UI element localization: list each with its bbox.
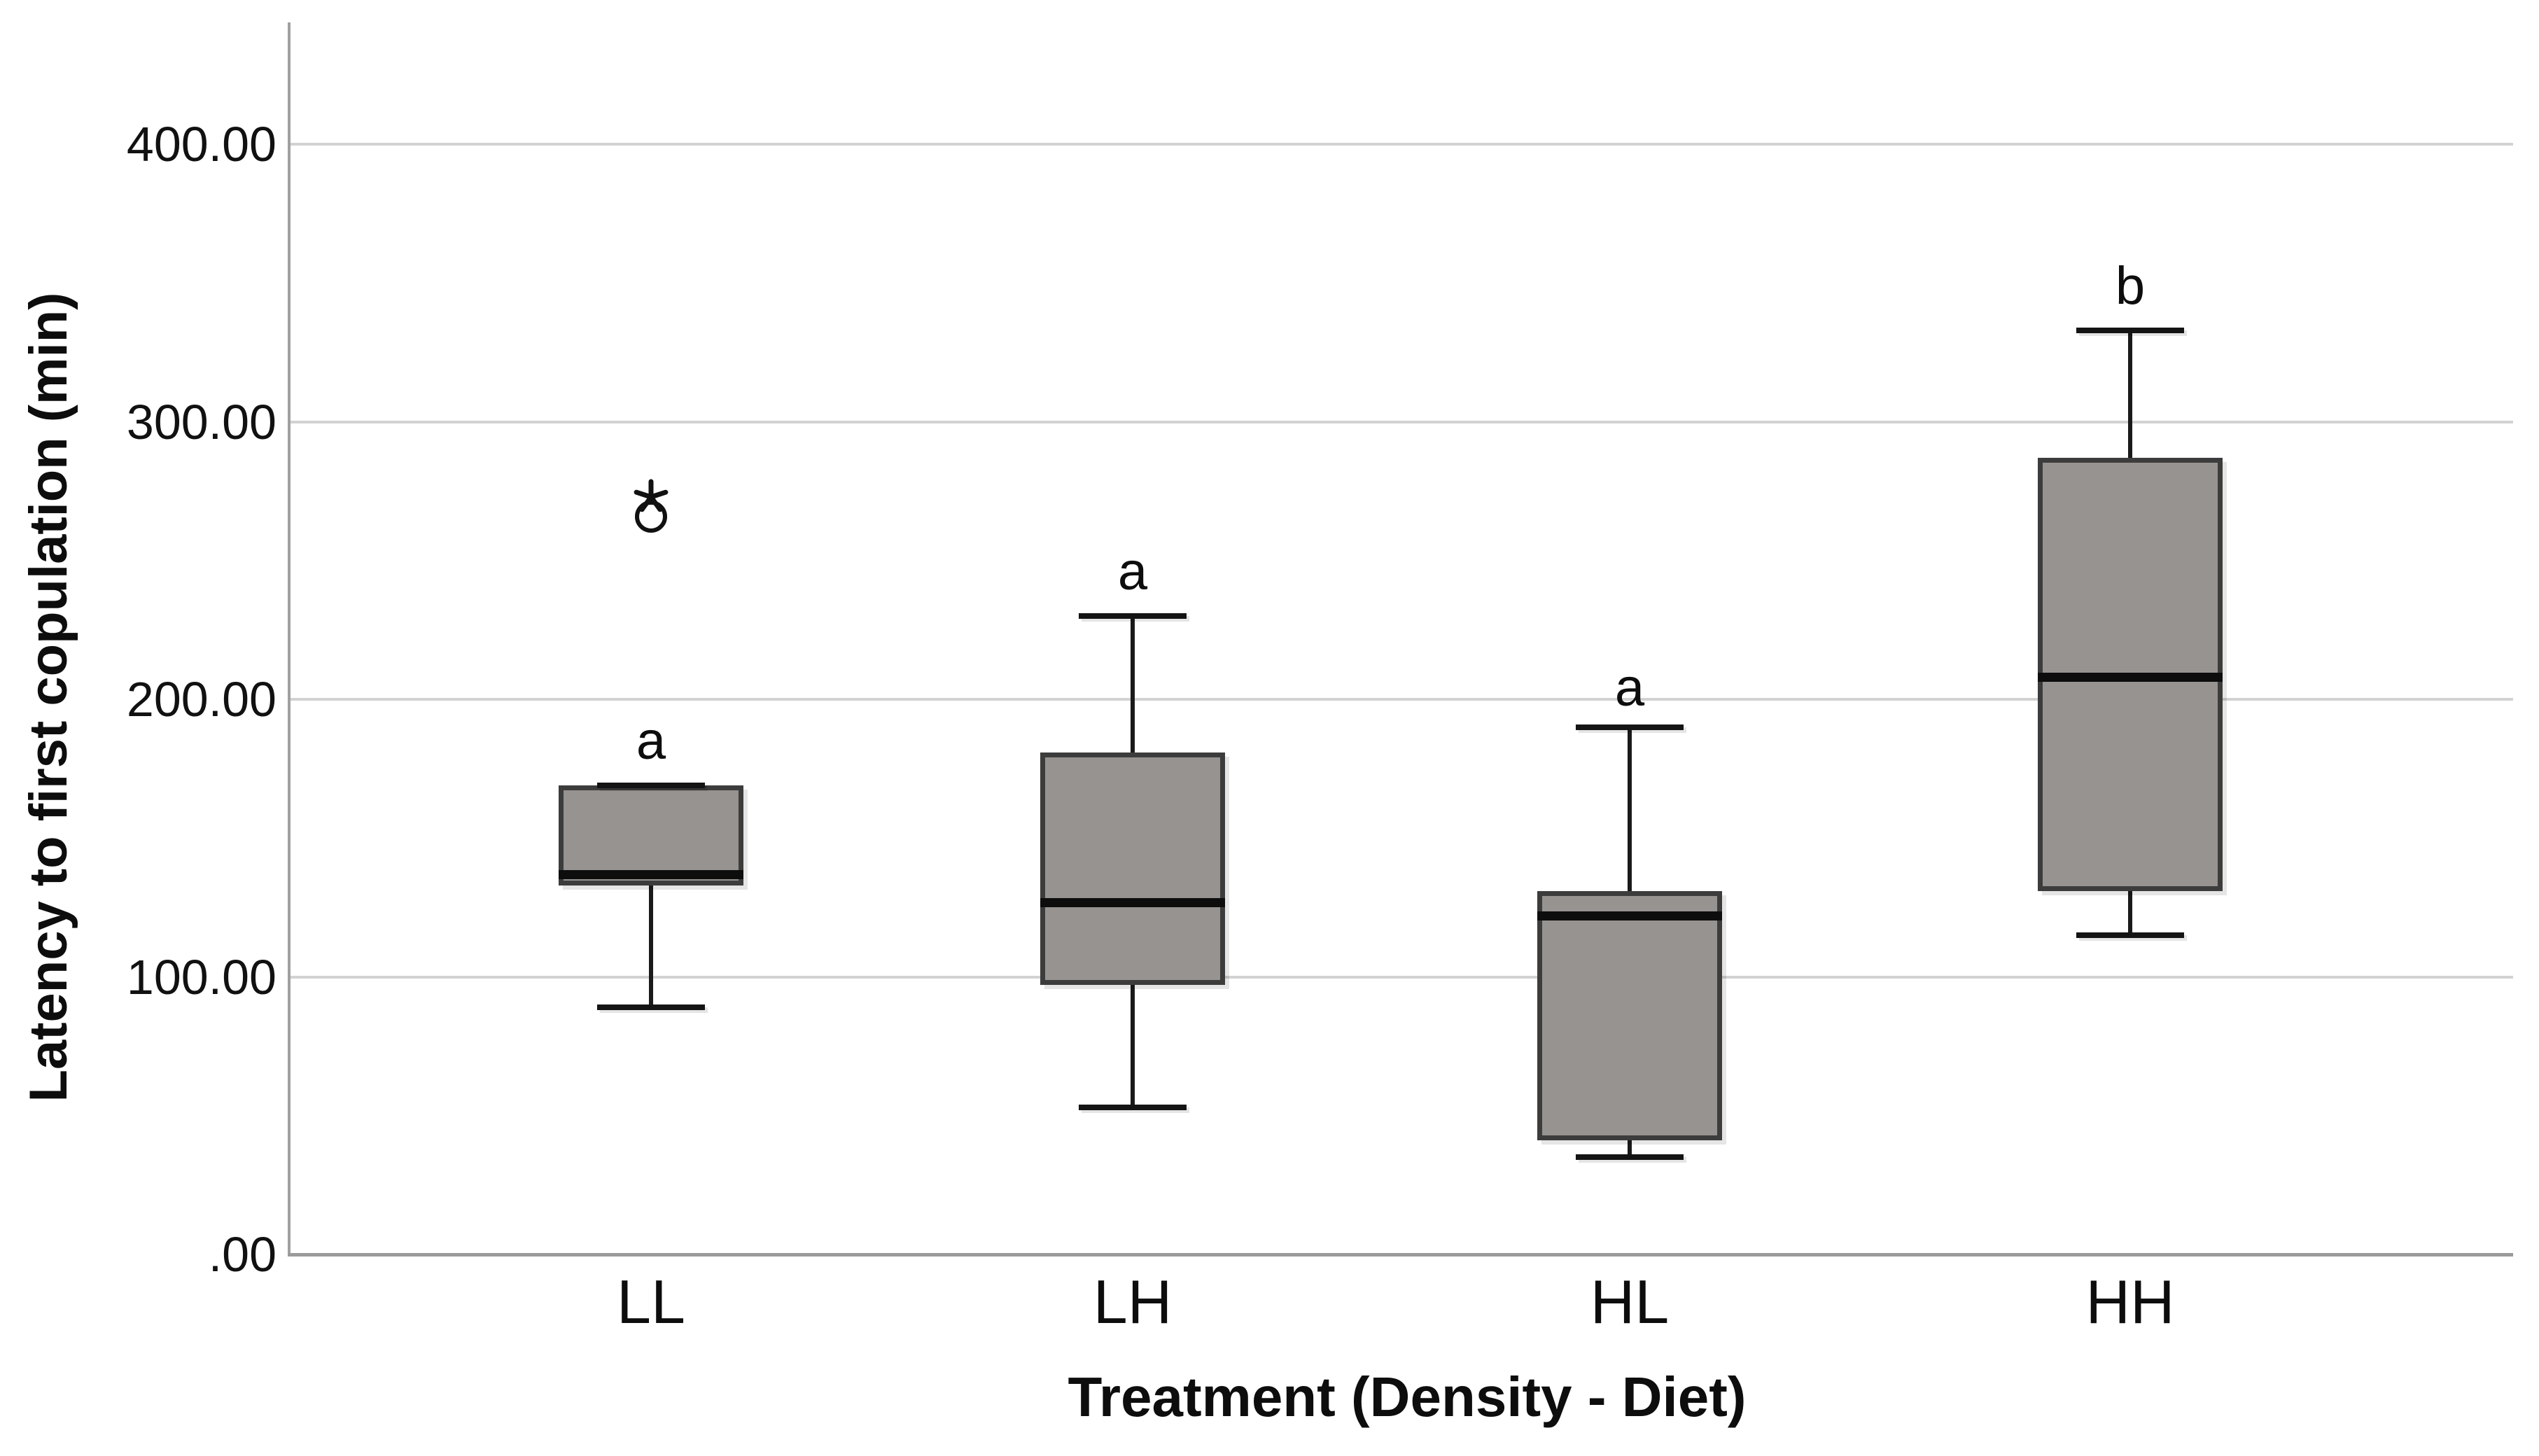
outlier-circle-icon	[635, 500, 667, 533]
y-tick-label-300: 300.00	[126, 394, 277, 449]
whisker-line	[649, 785, 653, 1008]
gridline-300	[289, 420, 2513, 424]
y-axis-title: Latency to first copulation (min)	[19, 292, 78, 1102]
median-line	[1537, 911, 1722, 921]
upper-whisker-cap	[597, 783, 705, 789]
lower-whisker-cap	[1576, 1154, 1684, 1161]
significance-letter-LL: a	[636, 710, 666, 771]
median-line	[2038, 673, 2223, 682]
y-tick-label-200: 200.00	[126, 672, 277, 727]
y-tick-label-400: 400.00	[126, 117, 277, 172]
y-tick-label-100: 100.00	[126, 949, 277, 1004]
median-line	[559, 869, 743, 879]
gridline-200	[289, 698, 2513, 701]
gridline-400	[289, 143, 2513, 146]
y-tick-label-0: .00	[208, 1227, 277, 1282]
iqr-box	[1040, 752, 1225, 986]
x-axis-title: Treatment (Density - Diet)	[1068, 1366, 1747, 1428]
upper-whisker-cap	[1576, 724, 1684, 730]
x-category-label-HH: HH	[2085, 1267, 2175, 1336]
significance-letter-HH: b	[2115, 255, 2146, 316]
significance-letter-HL: a	[1614, 658, 1645, 718]
x-category-label-LL: LL	[617, 1267, 685, 1336]
x-category-label-LH: LH	[1093, 1267, 1173, 1336]
lower-whisker-cap	[1079, 1104, 1187, 1110]
iqr-box	[1537, 890, 1722, 1141]
upper-whisker-cap	[1079, 613, 1187, 620]
gridline-100	[289, 975, 2513, 979]
iqr-box	[559, 785, 743, 886]
x-axis-line	[288, 1253, 2513, 1256]
lower-whisker-cap	[597, 1004, 705, 1011]
median-line	[1040, 897, 1225, 907]
x-category-label-HL: HL	[1590, 1267, 1670, 1336]
extreme-outlier-star-icon	[633, 479, 669, 515]
upper-whisker-cap	[2076, 328, 2184, 333]
significance-letter-LH: a	[1117, 541, 1148, 601]
y-axis-line	[288, 22, 291, 1256]
lower-whisker-cap	[2076, 932, 2184, 939]
